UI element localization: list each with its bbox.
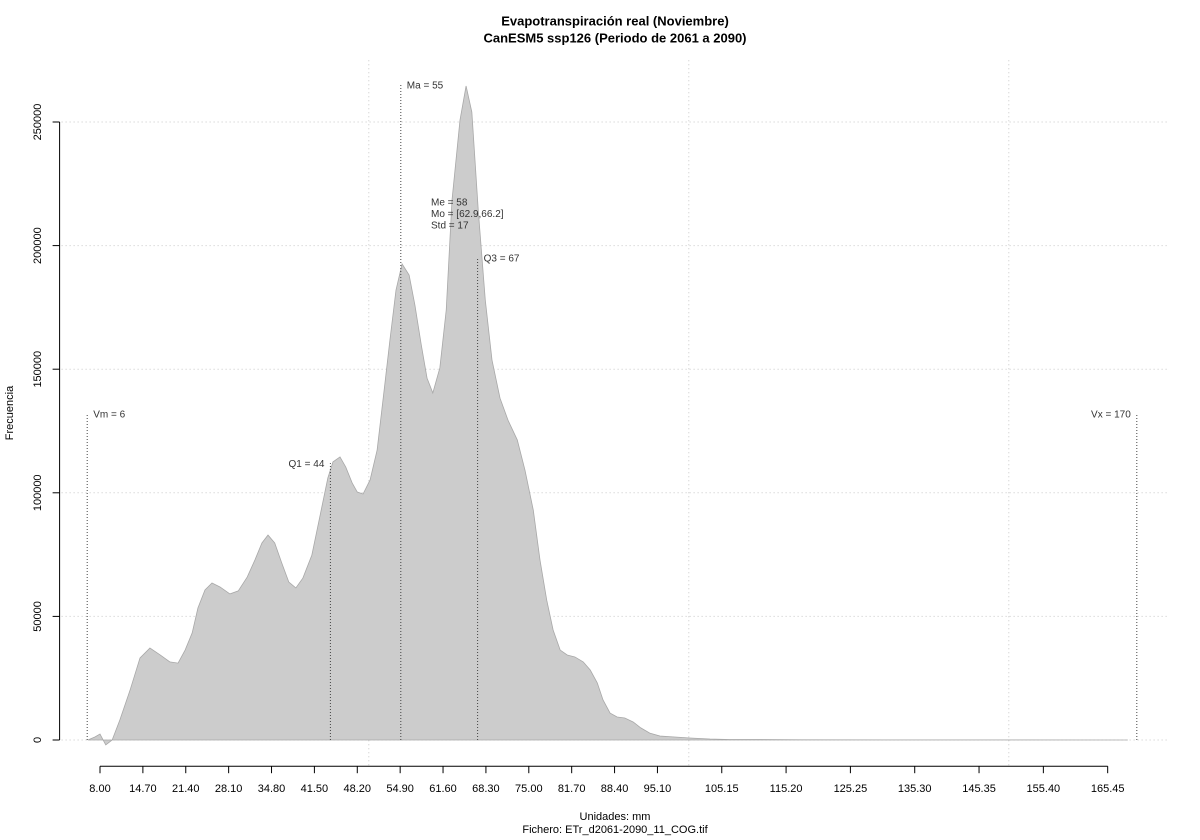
x-tick-label: 88.40 [601,783,629,795]
x-tick-label: 81.70 [558,783,586,795]
chart-subtitle: CanESM5 ssp126 (Periodo de 2061 a 2090) [483,30,746,45]
stat-label: Q3 = 67 [484,254,520,265]
chart-title: Evapotranspiración real (Noviembre) [501,13,729,28]
y-tick-label: 250000 [32,104,44,141]
x-tick-label: 14.70 [129,783,157,795]
stat-text: Mo = [62.9,66.2] [431,209,504,220]
x-tick-label: 41.50 [301,783,329,795]
density-area [87,85,1128,746]
stat-label: Vx = 170 [1091,409,1131,420]
caption: Fichero: ETr_d2061-2090_11_COG.tif [522,824,708,836]
x-tick-label: 165.45 [1091,783,1125,795]
x-tick-label: 75.00 [515,783,543,795]
y-tick-label: 100000 [32,474,44,511]
y-tick-label: 200000 [32,227,44,264]
x-tick-label: 48.20 [344,783,372,795]
x-tick-label: 145.35 [962,783,996,795]
x-tick-label: 125.25 [834,783,868,795]
x-tick-label: 95.10 [644,783,672,795]
x-tick-label: 61.60 [429,783,457,795]
y-tick-label: 0 [32,737,44,743]
stat-label: Vm = 6 [93,409,125,420]
x-tick-label: 28.10 [215,783,243,795]
stat-text: Std = 17 [431,221,469,232]
stat-label: Q1 = 44 [289,459,325,470]
x-tick-label: 68.30 [472,783,500,795]
x-tick-label: 105.15 [705,783,739,795]
stat-text: Me = 58 [431,198,468,209]
x-tick-label: 54.90 [386,783,414,795]
x-tick-label: 8.00 [89,783,110,795]
x-axis-label: Unidades: mm [580,811,651,823]
y-axis-label: Frecuencia [4,385,16,440]
x-tick-label: 21.40 [172,783,200,795]
x-tick-label: 115.20 [770,783,803,795]
y-tick-label: 150000 [32,351,44,388]
y-tick-label: 50000 [32,601,44,632]
stat-label: Ma = 55 [407,81,444,92]
x-tick-label: 135.30 [898,783,932,795]
x-tick-label: 155.40 [1027,783,1061,795]
x-tick-label: 34.80 [258,783,286,795]
